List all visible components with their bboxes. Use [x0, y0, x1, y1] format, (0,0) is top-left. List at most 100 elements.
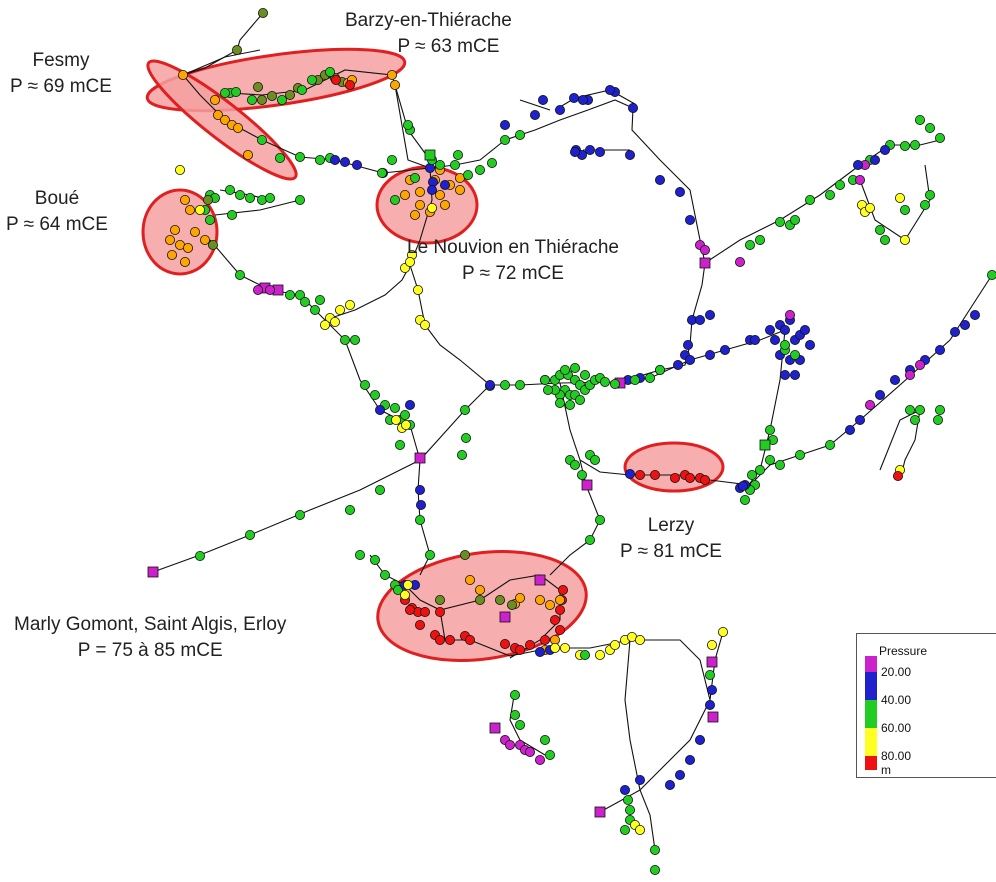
junction-node — [915, 115, 924, 124]
junction-node — [530, 110, 539, 119]
junction-node — [235, 190, 244, 199]
junction-node — [475, 585, 484, 594]
junction-node — [735, 257, 744, 266]
legend-tick-20: 20.00 — [881, 665, 911, 679]
junction-node — [555, 105, 564, 114]
legend-swatch-green — [865, 700, 877, 728]
junction-node — [550, 643, 559, 652]
tank-node — [535, 575, 545, 585]
junction-node — [705, 310, 714, 319]
label-lerzy-name: Lerzy — [620, 513, 722, 539]
junction-node — [340, 157, 349, 166]
junction-node — [560, 643, 569, 652]
junction-node — [400, 590, 409, 599]
junction-node — [390, 195, 399, 204]
junction-node — [420, 607, 429, 616]
junction-node — [400, 190, 409, 199]
junction-node — [610, 640, 619, 649]
junction-node — [865, 203, 874, 212]
label-barzy: Barzy-en-Thiérache P ≈ 63 mCE — [345, 8, 512, 59]
junction-node — [765, 325, 774, 334]
junction-node — [507, 600, 516, 609]
tank-node — [490, 723, 500, 733]
junction-node — [500, 380, 509, 389]
junction-node — [700, 245, 709, 254]
junction-node — [453, 150, 462, 159]
junction-node — [625, 469, 634, 478]
junction-node — [685, 755, 694, 764]
label-boue: Boué P ≈ 64 mCE — [6, 186, 108, 237]
label-lerzy: Lerzy P ≈ 81 mCE — [620, 513, 722, 564]
legend-tick-80: 80.00 — [881, 749, 911, 763]
junction-node — [295, 195, 304, 204]
junction-node — [390, 80, 399, 89]
junction-node — [905, 370, 914, 379]
junction-node — [825, 440, 834, 449]
junction-node — [475, 165, 484, 174]
junction-node — [610, 379, 619, 388]
junction-node — [805, 195, 814, 204]
junction-node — [413, 285, 422, 294]
junction-node — [865, 400, 874, 409]
junction-node — [790, 370, 799, 379]
junction-node — [295, 510, 304, 519]
junction-node — [500, 135, 509, 144]
junction-node — [415, 485, 424, 494]
junction-node — [435, 607, 444, 616]
junction-node — [655, 175, 664, 184]
junction-node — [580, 650, 589, 659]
junction-node — [569, 93, 578, 102]
junction-node — [208, 240, 217, 249]
junction-node — [765, 455, 774, 464]
junction-node — [910, 415, 919, 424]
junction-node — [555, 595, 564, 604]
junction-node — [300, 297, 309, 306]
junction-node — [750, 335, 759, 344]
junction-node — [410, 173, 419, 182]
label-marly: Marly Gomont, Saint Algis, Erloy P = 75 … — [14, 612, 286, 663]
legend-tick-60: 60.00 — [881, 721, 911, 735]
junction-node — [635, 635, 644, 644]
junction-node — [550, 615, 559, 624]
junction-node — [880, 145, 889, 154]
junction-node — [505, 740, 514, 749]
junction-node — [220, 88, 229, 97]
junction-node — [707, 685, 716, 694]
junction-node — [538, 95, 547, 104]
junction-node — [780, 340, 789, 349]
junction-node — [475, 595, 484, 604]
junction-node — [165, 235, 174, 244]
junction-node — [195, 551, 204, 560]
junction-node — [535, 647, 544, 656]
tank-node — [760, 440, 770, 450]
pipe-segment — [510, 640, 710, 790]
junction-node — [345, 80, 354, 89]
junction-node — [395, 440, 404, 449]
junction-node — [825, 190, 834, 199]
junction-node — [515, 645, 524, 654]
junction-node — [457, 450, 466, 459]
junction-node — [785, 310, 794, 319]
junction-node — [370, 555, 379, 564]
junction-node — [178, 70, 187, 79]
junction-node — [487, 158, 496, 167]
junction-node — [435, 160, 444, 169]
junction-node — [540, 735, 549, 744]
junction-node — [620, 825, 629, 834]
junction-node — [435, 190, 444, 199]
junction-node — [460, 405, 469, 414]
junction-node — [345, 300, 354, 309]
junction-node — [227, 210, 236, 219]
junction-node — [352, 160, 361, 169]
junction-node — [460, 550, 469, 559]
junction-node — [935, 133, 944, 142]
junction-node — [245, 193, 254, 202]
junction-node — [210, 95, 219, 104]
junction-node — [705, 700, 714, 709]
junction-node — [387, 155, 396, 164]
junction-node — [400, 410, 409, 419]
junction-node — [387, 70, 396, 79]
legend-swatch-yellow — [865, 728, 877, 756]
junction-node — [655, 365, 664, 374]
junction-node — [235, 270, 244, 279]
